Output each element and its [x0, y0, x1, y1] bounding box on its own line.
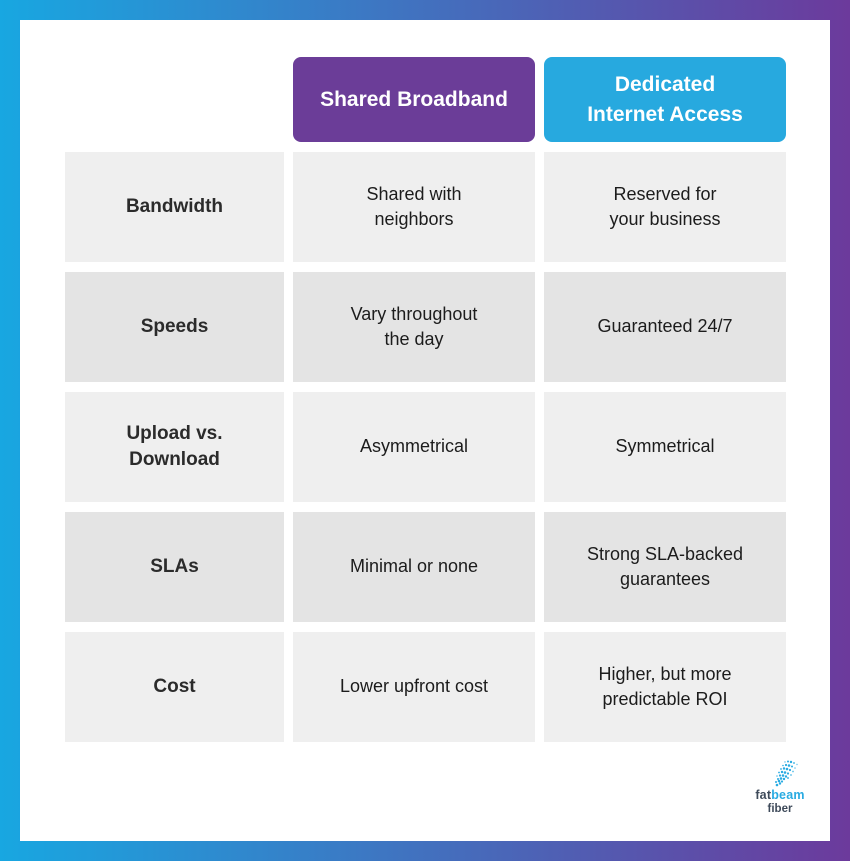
cell-speeds-dedicated: Guaranteed 24/7	[544, 272, 786, 382]
cell-slas-dedicated: Strong SLA-backed guarantees	[544, 512, 786, 622]
cell-slas-shared: Minimal or none	[293, 512, 535, 622]
comparison-table: Shared Broadband Dedicated Internet Acce…	[65, 57, 786, 742]
column-header-shared-broadband: Shared Broadband	[293, 57, 535, 142]
fiber-dots-spray-icon	[775, 760, 798, 787]
row-label-slas: SLAs	[65, 512, 284, 622]
logo-text-fiber: fiber	[767, 802, 793, 815]
cell-cost-dedicated: Higher, but more predictable ROI	[544, 632, 786, 742]
cell-cost-shared: Lower upfront cost	[293, 632, 535, 742]
cell-bandwidth-shared: Shared with neighbors	[293, 152, 535, 262]
row-label-cost: Cost	[65, 632, 284, 742]
row-label-upload-vs-download: Upload vs. Download	[65, 392, 284, 502]
row-label-speeds: Speeds	[65, 272, 284, 382]
row-label-bandwidth: Bandwidth	[65, 152, 284, 262]
content-area: Shared Broadband Dedicated Internet Acce…	[20, 20, 830, 841]
header-spacer-cell	[65, 57, 284, 142]
cell-speeds-shared: Vary throughout the day	[293, 272, 535, 382]
cell-upload-shared: Asymmetrical	[293, 392, 535, 502]
logo-text-beam: beam	[771, 788, 805, 802]
logo-wordmark: fatbeam	[748, 789, 812, 802]
column-header-dedicated-internet-access: Dedicated Internet Access	[544, 57, 786, 142]
logo-text-fat: fat	[755, 788, 772, 802]
cell-bandwidth-dedicated: Reserved for your business	[544, 152, 786, 262]
cell-upload-dedicated: Symmetrical	[544, 392, 786, 502]
fatbeam-fiber-logo: fatbeam fiber	[748, 759, 812, 815]
